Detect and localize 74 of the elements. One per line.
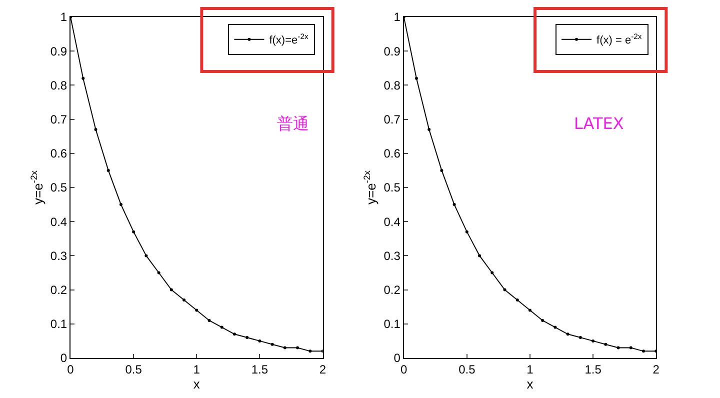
y-tick-label: 0.2 [50,283,68,297]
point [132,230,136,234]
y-tick-label: 0.6 [384,146,401,161]
point [220,326,224,329]
x-tick-label: 1.5 [584,362,602,376]
point [616,346,620,350]
y-tick-label: 0.5 [50,180,68,195]
point [258,339,262,342]
point [528,308,532,312]
point [592,339,595,342]
x-tick-label: 0.5 [458,362,476,376]
y-tick-label: 0.3 [384,248,401,263]
point [308,350,312,353]
point [296,346,300,350]
y-tick-label: 0.7 [50,112,68,126]
point [195,308,198,312]
point [119,203,122,206]
point [490,271,494,274]
y-tick-label: 0.5 [384,180,401,195]
y-tick-label: 0.2 [384,283,401,297]
y-tick-label: 0.9 [384,44,401,58]
point [452,203,456,206]
y-tick-label: 1 [394,10,401,24]
point [232,332,236,336]
point [578,336,582,340]
point [182,298,186,302]
point [642,350,645,353]
y-tick-label: 0.1 [384,317,401,332]
x-tick-label: 1.5 [251,362,268,376]
annotation: 普通 [277,114,309,133]
point [566,332,570,336]
y-tick-label: 0.9 [50,44,68,58]
point [94,128,98,132]
y-tick-label: 0.4 [50,214,68,229]
y-tick-label: 0.8 [384,78,401,92]
x-tick-label: 1 [193,362,200,376]
point [541,318,544,322]
x-tick-label: 2 [319,362,326,376]
point [144,254,148,258]
point [246,336,249,340]
y-tick-label: 0.4 [384,214,401,229]
y-tick-label: 1 [60,10,68,24]
point [157,271,160,274]
point [629,346,632,350]
y-tick-label: 0.3 [50,248,68,263]
point [440,168,444,172]
y-tick-label: 0.7 [384,112,401,126]
point [465,230,468,234]
y-tick-label: 0.6 [50,146,68,161]
point [554,326,557,329]
x-tick-label: 1 [526,362,534,376]
point [283,346,286,350]
y-tick-label: 0 [60,351,68,366]
annotation: LATEX [574,114,624,133]
point [270,342,274,346]
point [106,168,110,172]
point [604,342,608,346]
y-tick-label: 0 [394,351,401,366]
x-tick-label: 0.5 [125,362,142,376]
point [82,76,85,80]
point [478,254,482,258]
y-tick-label: 0.1 [50,317,68,332]
point [516,298,519,302]
point [208,318,211,322]
point [414,76,418,80]
point [428,128,431,132]
legend-label: f(x)=e$^{-2x}$ [269,32,308,47]
legend-label: f(x) = e$^{-2x}$ [596,32,642,47]
x-tick-label: 2 [652,362,660,376]
point [170,288,173,292]
point [503,288,506,292]
y-tick-label: 0.8 [50,78,68,92]
x-axis-title: x [193,376,200,392]
x-axis-title: x [526,376,534,392]
